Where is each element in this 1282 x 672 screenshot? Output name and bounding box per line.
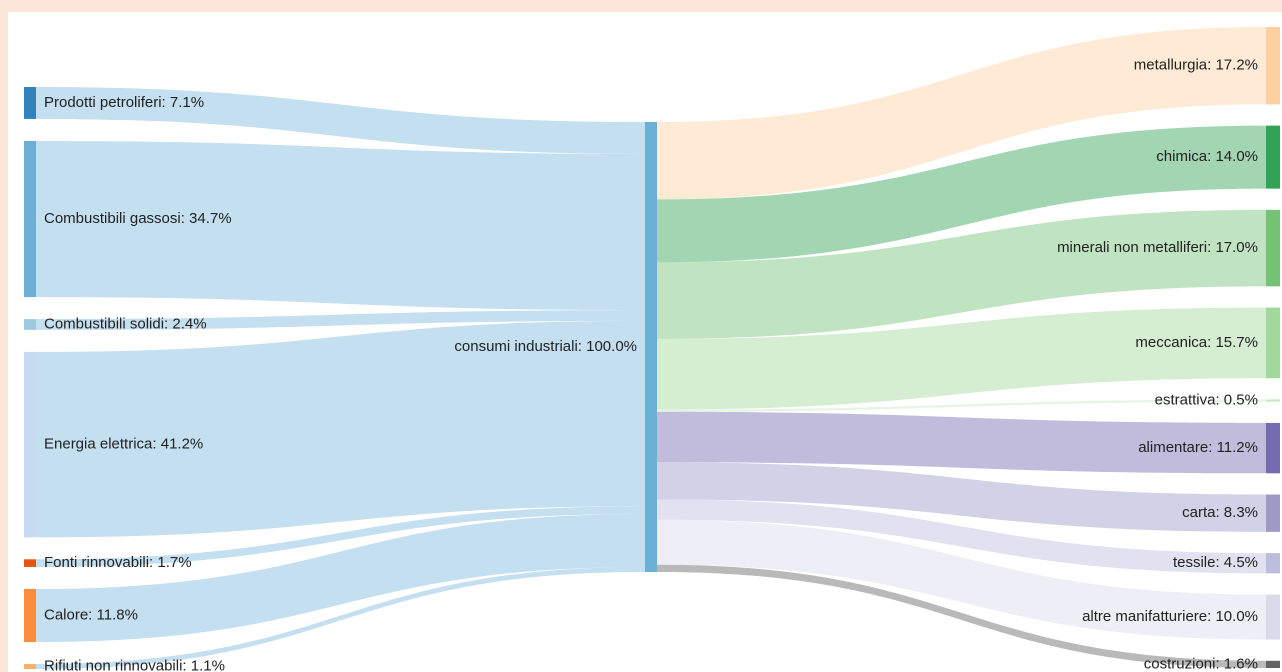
link xyxy=(36,140,645,311)
source-node xyxy=(24,588,36,643)
target-label: altre manifatturiere: 10.0% xyxy=(1082,608,1258,625)
link xyxy=(36,320,645,538)
target-label: tessile: 4.5% xyxy=(1173,554,1258,571)
link xyxy=(36,513,645,643)
target-label: estrattiva: 0.5% xyxy=(1155,392,1258,409)
link xyxy=(657,125,1266,263)
link xyxy=(36,567,645,669)
link xyxy=(657,462,1266,532)
source-node xyxy=(24,664,36,669)
link xyxy=(657,499,1266,574)
link xyxy=(36,506,645,567)
target-label: chimica: 14.0% xyxy=(1156,148,1258,165)
target-node xyxy=(1266,399,1280,402)
source-label: Combustibili solidi: 2.4% xyxy=(44,315,207,332)
target-label: alimentare: 11.2% xyxy=(1138,439,1258,456)
source-label: Prodotti petroliferi: 7.1% xyxy=(44,94,204,111)
target-node xyxy=(1266,125,1280,189)
target-node xyxy=(1266,594,1280,640)
link xyxy=(657,209,1266,339)
target-node xyxy=(1266,422,1280,474)
link xyxy=(657,27,1266,200)
source-node xyxy=(24,140,36,298)
center-node xyxy=(645,122,657,572)
source-label: Energia elettrica: 41.2% xyxy=(44,436,203,453)
target-label: costruzioni: 1.6% xyxy=(1144,655,1258,672)
source-node xyxy=(24,559,36,567)
source-label: Fonti rinnovabili: 1.7% xyxy=(44,554,192,571)
link xyxy=(657,411,1266,474)
link xyxy=(36,87,645,154)
link xyxy=(657,564,1266,668)
target-node xyxy=(1266,660,1280,668)
source-label: Rifiuti non rinnovabili: 1.1% xyxy=(44,657,225,672)
link xyxy=(657,519,1266,640)
target-node xyxy=(1266,307,1280,379)
target-node xyxy=(1266,209,1280,287)
target-label: minerali non metalliferi: 17.0% xyxy=(1057,239,1258,256)
target-label: carta: 8.3% xyxy=(1182,504,1258,521)
link xyxy=(657,307,1266,410)
target-node xyxy=(1266,553,1280,574)
target-label: meccanica: 15.7% xyxy=(1135,334,1258,351)
target-node xyxy=(1266,494,1280,532)
source-label: Calore: 11.8% xyxy=(44,606,138,623)
center-label: consumi industriali: 100.0% xyxy=(454,338,637,355)
link xyxy=(36,310,645,330)
source-node xyxy=(24,87,36,119)
source-label: Combustibili gassosi: 34.7% xyxy=(44,210,232,227)
source-node xyxy=(24,319,36,330)
target-label: metallurgia: 17.2% xyxy=(1134,57,1258,74)
link xyxy=(657,399,1266,412)
source-node xyxy=(24,351,36,538)
target-node xyxy=(1266,27,1280,105)
